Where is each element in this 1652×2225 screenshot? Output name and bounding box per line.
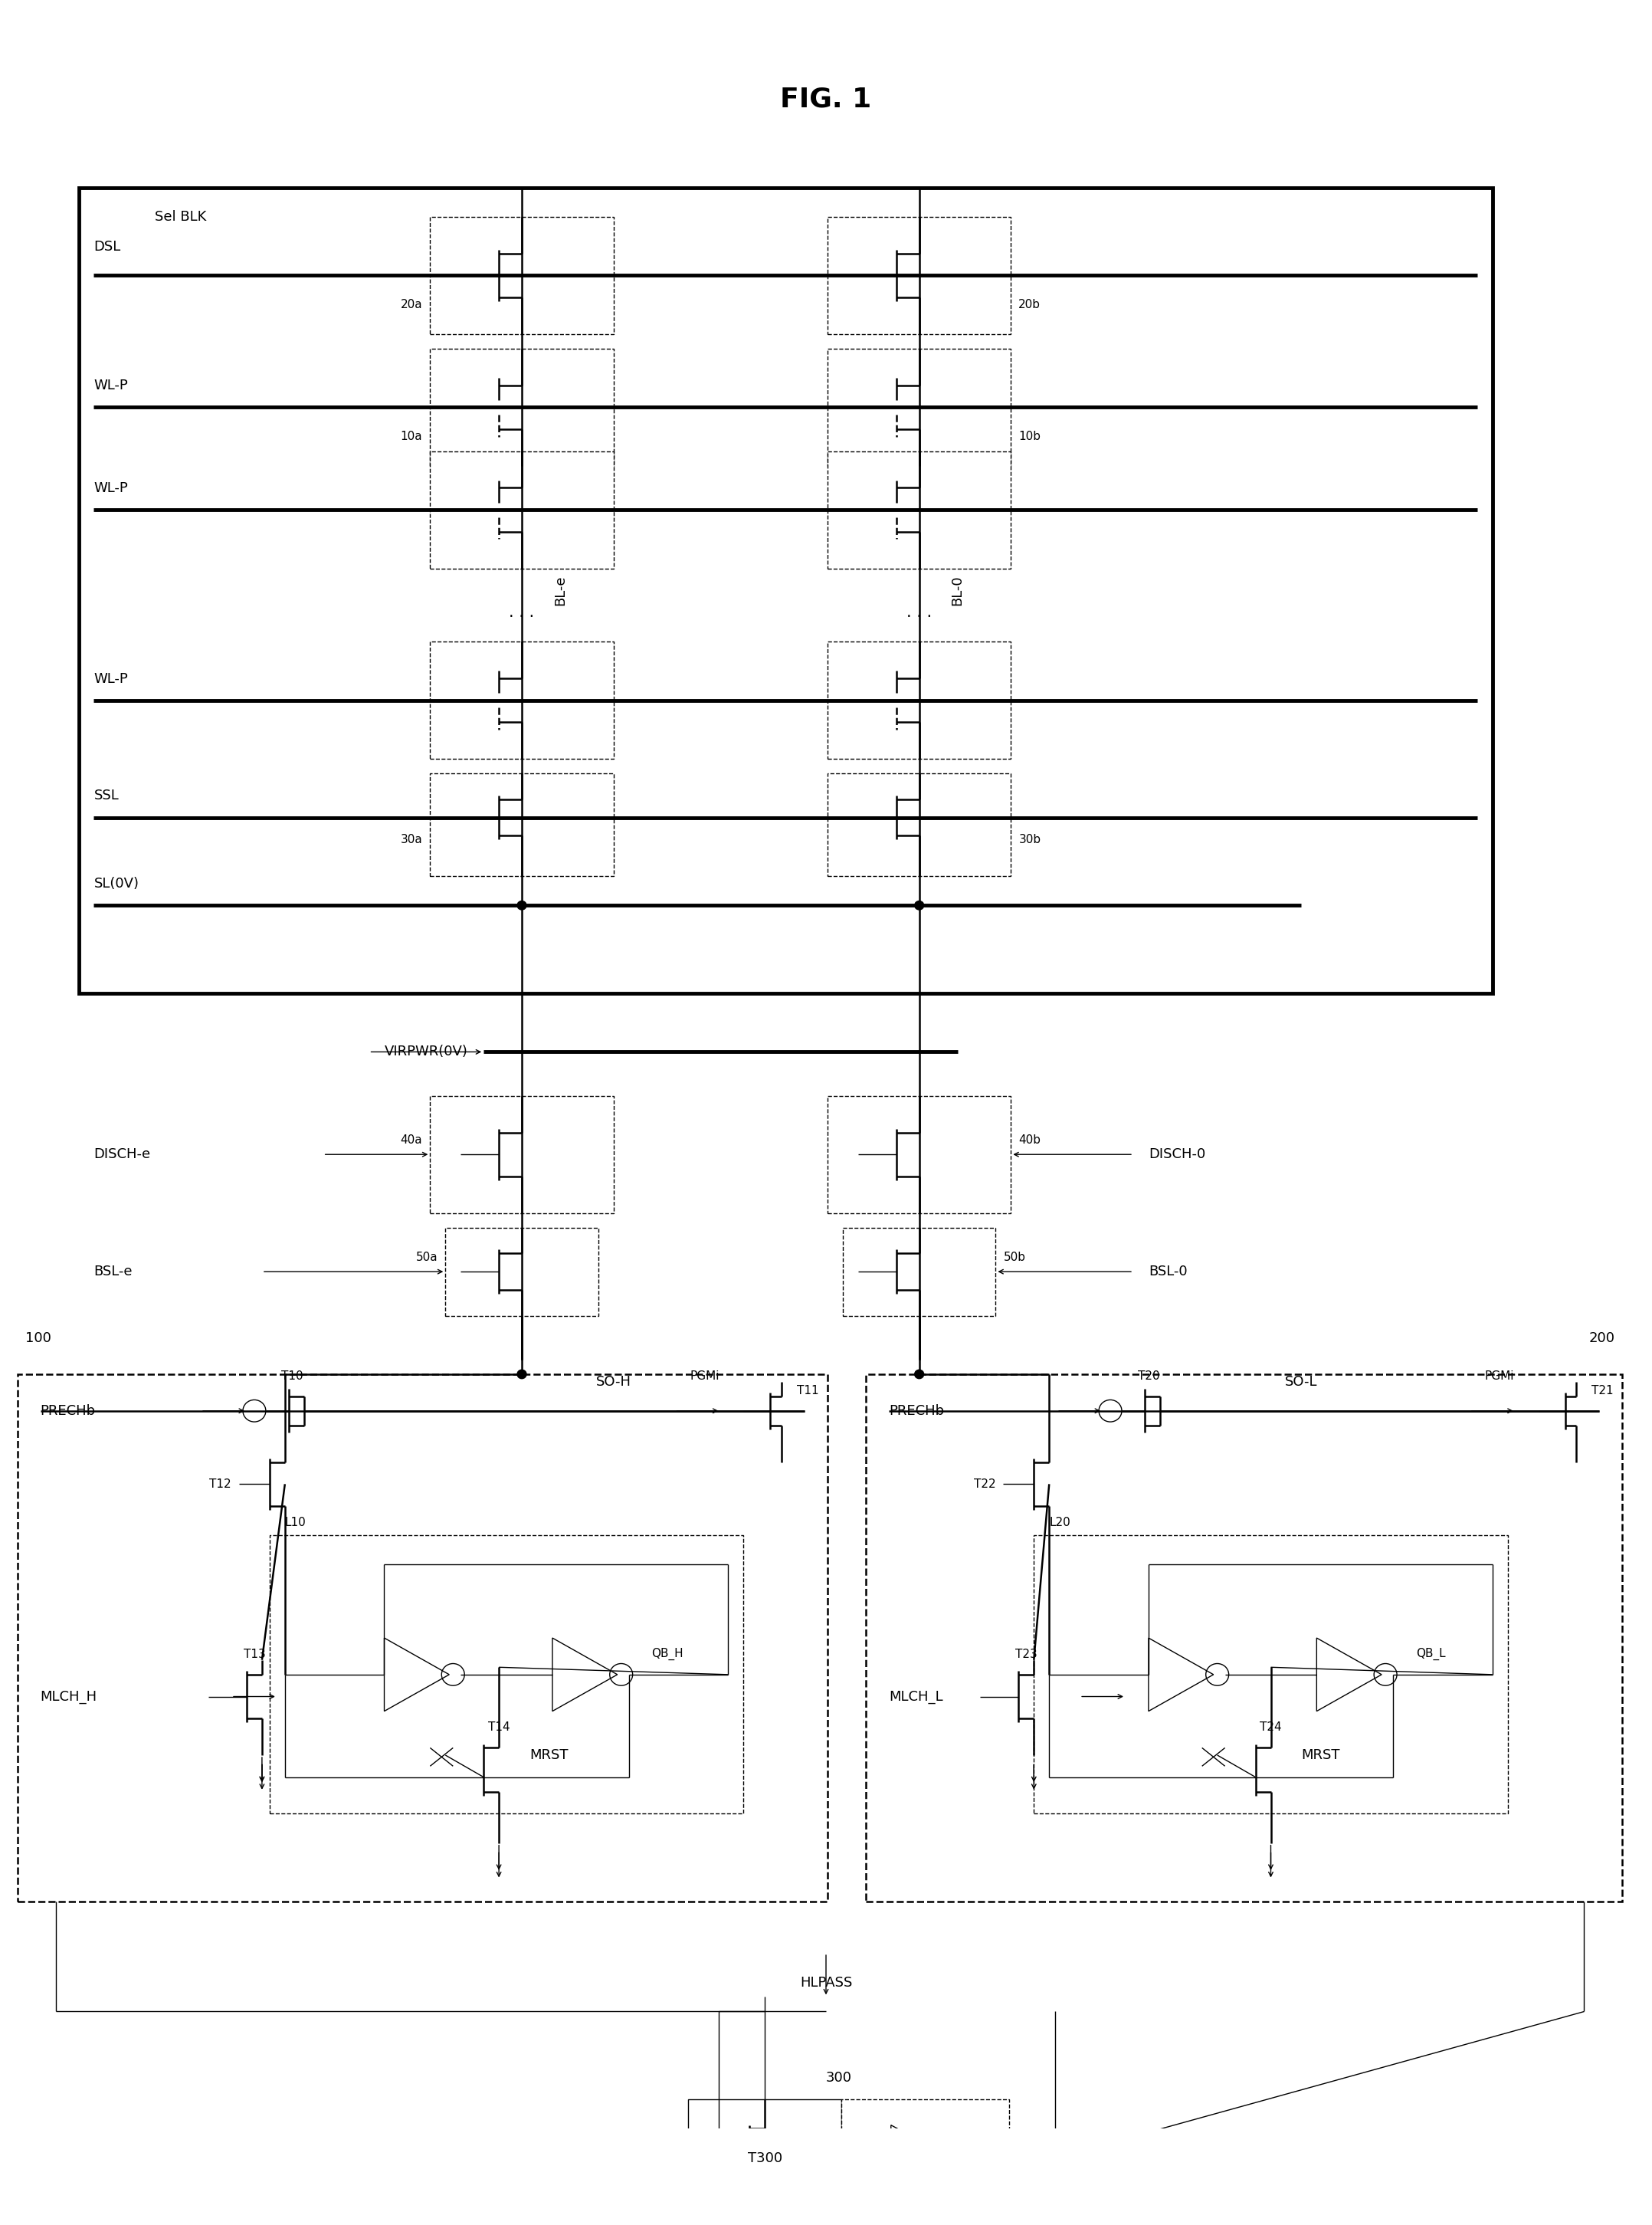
Bar: [430, 349, 613, 465]
Text: Sel BLK: Sel BLK: [155, 209, 206, 225]
Bar: [430, 1097, 613, 1213]
Text: T12: T12: [210, 1477, 231, 1491]
Text: BL-0: BL-0: [950, 576, 965, 605]
Text: T10: T10: [281, 1371, 304, 1382]
Text: T23: T23: [1016, 1649, 1037, 1660]
Text: SL(0V): SL(0V): [94, 877, 139, 890]
Text: 50b: 50b: [1003, 1250, 1026, 1264]
Text: 20a: 20a: [400, 298, 423, 312]
Text: WL-P: WL-P: [94, 481, 129, 496]
Text: 40b: 40b: [1019, 1135, 1041, 1146]
Bar: [1034, 1535, 1508, 1813]
Text: 100: 100: [25, 1331, 51, 1344]
Text: MRST: MRST: [1302, 1749, 1340, 1762]
Text: MLCH_L: MLCH_L: [889, 1689, 943, 1704]
Text: PRECHb: PRECHb: [40, 1404, 96, 1417]
Text: 20b: 20b: [1019, 298, 1041, 312]
Text: 40a: 40a: [400, 1135, 423, 1146]
Text: 30b: 30b: [1019, 834, 1041, 846]
Text: PGMi: PGMi: [1485, 1371, 1515, 1382]
Text: 10b: 10b: [1019, 432, 1041, 443]
Text: SSL: SSL: [94, 790, 119, 803]
Text: L10: L10: [284, 1517, 306, 1529]
Text: BSL-0: BSL-0: [1148, 1264, 1188, 1279]
Bar: [828, 452, 1011, 567]
Text: T300: T300: [748, 2152, 781, 2165]
Text: 50a: 50a: [416, 1250, 438, 1264]
Text: VIRPWR(0V): VIRPWR(0V): [385, 1046, 468, 1059]
Text: T13: T13: [243, 1649, 266, 1660]
Text: . . .: . . .: [509, 605, 535, 621]
Text: PRECHb: PRECHb: [889, 1404, 943, 1417]
Text: 300: 300: [826, 2071, 852, 2085]
Bar: [866, 1375, 1622, 1902]
Text: DISCH-e: DISCH-e: [94, 1148, 150, 1161]
Text: 200: 200: [1589, 1331, 1614, 1344]
Text: T14: T14: [487, 1722, 510, 1733]
Bar: [828, 349, 1011, 465]
Circle shape: [915, 901, 923, 910]
Text: FIG. 1: FIG. 1: [780, 87, 872, 113]
Bar: [269, 1535, 743, 1813]
Bar: [446, 1228, 598, 1315]
Text: SO-H: SO-H: [596, 1375, 631, 1388]
Bar: [828, 216, 1011, 334]
Bar: [843, 1228, 996, 1315]
Text: QB_L: QB_L: [1416, 1646, 1446, 1660]
Text: SO-L: SO-L: [1285, 1375, 1318, 1388]
Text: T20: T20: [1138, 1371, 1160, 1382]
Text: T21: T21: [1593, 1384, 1614, 1397]
Bar: [430, 216, 613, 334]
Text: T11: T11: [796, 1384, 819, 1397]
Text: WL-P: WL-P: [94, 672, 129, 685]
Text: BL-e: BL-e: [553, 576, 567, 605]
Text: 10a: 10a: [400, 432, 423, 443]
Bar: [430, 774, 613, 877]
Text: T22: T22: [973, 1477, 996, 1491]
Bar: [828, 641, 1011, 759]
Bar: [828, 1097, 1011, 1213]
Bar: [18, 1375, 828, 1902]
Text: MLCH_H: MLCH_H: [40, 1689, 97, 1704]
Text: BSL-e: BSL-e: [94, 1264, 132, 1279]
Text: DSL: DSL: [94, 240, 121, 254]
Bar: [79, 187, 1492, 992]
Text: L20: L20: [1049, 1517, 1070, 1529]
Text: T24: T24: [1260, 1722, 1282, 1733]
Bar: [430, 452, 613, 567]
Circle shape: [517, 901, 527, 910]
Circle shape: [517, 1371, 527, 1380]
Text: WL-P: WL-P: [94, 378, 129, 392]
Text: DISCH-0: DISCH-0: [1148, 1148, 1206, 1161]
Bar: [430, 641, 613, 759]
Bar: [828, 774, 1011, 877]
Text: PGMi: PGMi: [691, 1371, 720, 1382]
Text: 30a: 30a: [400, 834, 423, 846]
Text: MRST: MRST: [530, 1749, 568, 1762]
Text: HLPASS: HLPASS: [800, 1976, 852, 1989]
Text: . . .: . . .: [907, 605, 932, 621]
Bar: [841, 2100, 1009, 2216]
Bar: [689, 2100, 841, 2216]
Circle shape: [915, 1371, 923, 1380]
Text: QB_H: QB_H: [653, 1646, 684, 1660]
